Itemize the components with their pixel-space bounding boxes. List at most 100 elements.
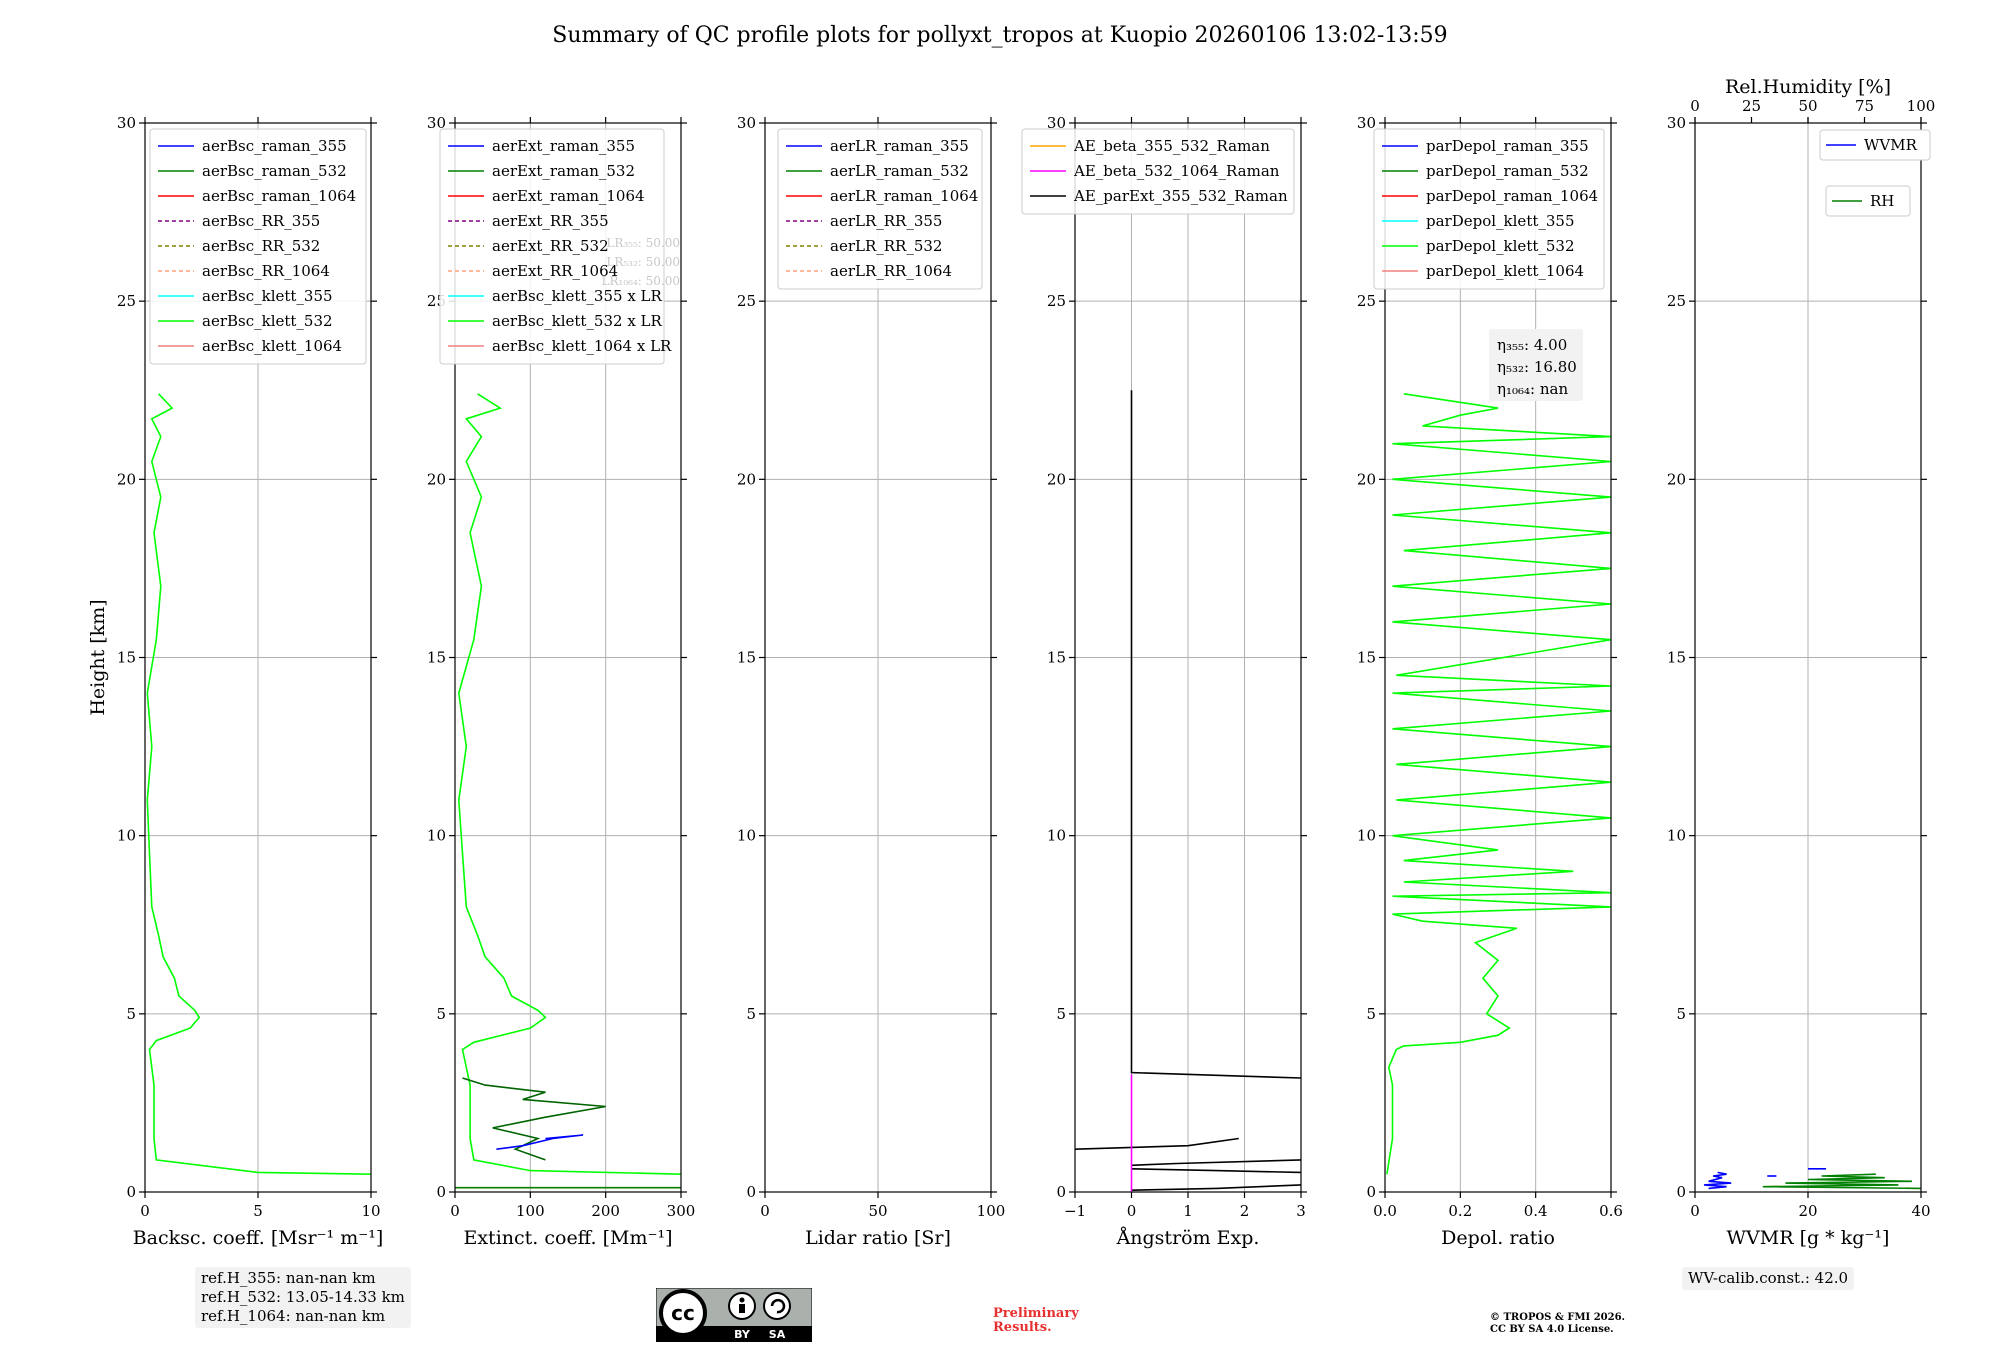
legend-wvmr: WVMR (1819, 129, 1931, 161)
x-tick-label: 10 (361, 1202, 380, 1220)
series-line (1762, 1173, 1921, 1190)
y-tick-label: 20 (737, 470, 756, 488)
annotation-text: η₅₃₂: 16.80 (1497, 358, 1577, 376)
y-tick-label: 0 (1366, 1183, 1376, 1201)
legend-label: aerBsc_RR_532 (202, 237, 320, 255)
top-x-tick-label: 100 (1907, 97, 1936, 115)
ref-height-532: ref.H_532: 13.05-14.33 km (201, 1288, 405, 1306)
y-tick-label: 10 (1357, 827, 1376, 845)
legend-label: aerExt_RR_1064 (492, 262, 618, 280)
y-tick-label: 30 (1667, 114, 1686, 132)
legend-label: aerLR_RR_1064 (830, 262, 952, 280)
y-tick-label: 0 (1056, 1183, 1066, 1201)
y-tick-label: 0 (1676, 1183, 1686, 1201)
annotation-text: η₁₀₆₄: nan (1497, 380, 1568, 398)
wv-calib-text: WV-calib.const.: 42.0 (1688, 1269, 1849, 1287)
legend-box (1825, 185, 1911, 217)
x-tick-label: 20 (1798, 1202, 1817, 1220)
top-x-tick-label: 50 (1798, 97, 1817, 115)
x-tick-label: 0 (1690, 1202, 1700, 1220)
legend-box (1373, 128, 1605, 290)
legend-rh: RH (1825, 185, 1911, 217)
y-tick-label: 20 (1357, 470, 1376, 488)
series-line (457, 393, 681, 1175)
y-tick-label: 25 (1357, 292, 1376, 310)
x-axis-label: Extinct. coeff. [Mm⁻¹] (463, 1227, 672, 1249)
y-tick-label: 15 (1047, 649, 1066, 667)
legend: aerLR_raman_355 aerLR_raman_532 aerLR_rama… (777, 128, 983, 290)
y-tick-label: 5 (126, 1005, 136, 1023)
legend-label: aerBsc_raman_355 (202, 137, 347, 155)
y-tick-label: 30 (1357, 114, 1376, 132)
legend-label: RH (1870, 192, 1894, 210)
ref-heights-box: ref.H_355: nan-nan km ref.H_532: 13.05-1… (195, 1267, 411, 1328)
x-tick-label: −1 (1064, 1202, 1086, 1220)
ref-height-355: ref.H_355: nan-nan km (201, 1269, 376, 1287)
y-tick-label: 15 (427, 649, 446, 667)
legend-label: aerBsc_klett_532 (202, 312, 333, 330)
legend-label: aerLR_raman_1064 (830, 187, 978, 205)
y-tick-label: 10 (1047, 827, 1066, 845)
legend-box (1819, 129, 1931, 161)
x-tick-label: 2 (1240, 1202, 1250, 1220)
x-tick-label: 100 (977, 1202, 1006, 1220)
top-x-tick-label: 25 (1742, 97, 1761, 115)
copyright-line-1: © TROPOS & FMI 2026. (1490, 1312, 1626, 1323)
panel-1: 0 5 10 15 20 25 30 0 5 10 Backsc. coeff. [Msr⁻¹ m⁻… (87, 114, 383, 1249)
lr-annotation: LR₃₅₅: 50.00 LR₅₃₂: 50.00 LR₁₀₆₄: 50.00 (602, 236, 680, 288)
series-line (1703, 1171, 1732, 1190)
y-tick-label: 30 (427, 114, 446, 132)
y-tick-label: 5 (746, 1005, 756, 1023)
legend-label: parDepol_klett_355 (1426, 212, 1575, 230)
legend-label: aerBsc_RR_355 (202, 212, 320, 230)
preliminary-line-2: Results. (993, 1320, 1052, 1335)
y-tick-label: 5 (436, 1005, 446, 1023)
top-x-tick-label: 0 (1690, 97, 1700, 115)
x-tick-label: 200 (591, 1202, 620, 1220)
series-line (1130, 390, 1301, 1079)
x-tick-label: 100 (516, 1202, 545, 1220)
x-tick-label: 0.6 (1599, 1202, 1623, 1220)
legend-label: aerBsc_klett_1064 (202, 337, 342, 355)
y-tick-label: 25 (1667, 292, 1686, 310)
figure-title: Summary of QC profile plots for pollyxt_… (552, 23, 1447, 48)
cc-license-badge: cc BY SA (656, 1288, 812, 1342)
legend-label: aerBsc_raman_1064 (202, 187, 356, 205)
y-tick-label: 5 (1676, 1005, 1686, 1023)
x-axis-label: Backsc. coeff. [Msr⁻¹ m⁻¹] (133, 1227, 384, 1249)
legend-label: aerLR_raman_532 (830, 162, 969, 180)
y-tick-label: 30 (737, 114, 756, 132)
legend-label: aerExt_raman_532 (492, 162, 635, 180)
x-tick-label: 3 (1296, 1202, 1306, 1220)
legend-label: aerExt_RR_532 (492, 237, 609, 255)
series-line (496, 1134, 584, 1150)
x-tick-label: 0 (140, 1202, 150, 1220)
y-tick-label: 10 (427, 827, 446, 845)
y-tick-label: 15 (737, 649, 756, 667)
y-tick-label: 20 (427, 470, 446, 488)
legend-box (1021, 128, 1295, 215)
series-line (1075, 1137, 1239, 1150)
legend-label: aerExt_RR_355 (492, 212, 609, 230)
y-tick-label: 20 (1667, 470, 1686, 488)
legend-box (439, 128, 665, 365)
legend-label: AE_beta_532_1064_Raman (1073, 162, 1280, 180)
legend-label: aerLR_RR_355 (830, 212, 942, 230)
panel-3: 0 5 10 15 20 25 30 0 50 100 Lidar ratio [Sr] aerLR_… (737, 114, 1005, 1249)
preliminary-line-1: Preliminary (993, 1306, 1079, 1321)
series-line (1386, 393, 1611, 1175)
wv-calib-box: WV-calib.const.: 42.0 (1682, 1267, 1855, 1290)
copyright-line-2: CC BY SA 4.0 License. (1490, 1324, 1614, 1335)
legend-label: parDepol_raman_532 (1426, 162, 1589, 180)
x-tick-label: 5 (253, 1202, 263, 1220)
x-tick-label: 0.4 (1524, 1202, 1548, 1220)
legend-label: parDepol_raman_1064 (1426, 187, 1598, 205)
x-tick-label: 300 (667, 1202, 696, 1220)
y-tick-label: 15 (1667, 649, 1686, 667)
legend: parDepol_raman_355 parDepol_raman_532 parD… (1373, 128, 1605, 290)
y-tick-label: 10 (737, 827, 756, 845)
